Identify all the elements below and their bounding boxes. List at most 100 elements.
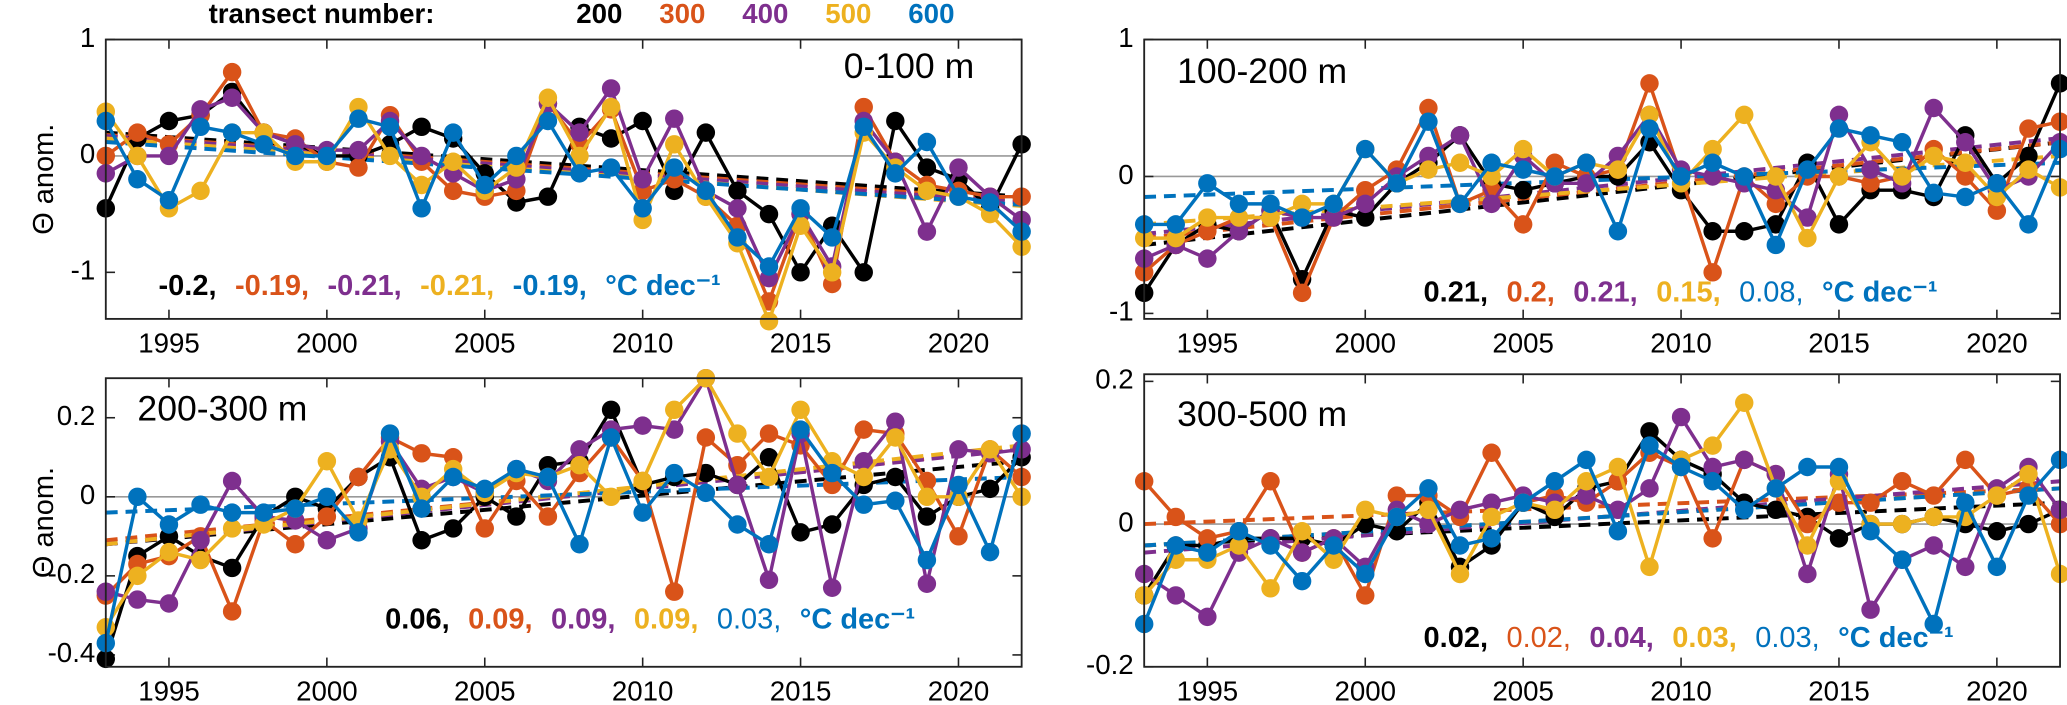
- data-point: [917, 222, 937, 241]
- data-point: [791, 199, 810, 218]
- data-point: [1482, 194, 1501, 214]
- data-point: [412, 199, 431, 218]
- data-point: [443, 123, 463, 142]
- data-point: [759, 257, 779, 276]
- data-point: [1735, 105, 1754, 125]
- data-point: [412, 117, 431, 137]
- data-point: [1356, 180, 1375, 200]
- data-point: [1419, 98, 1438, 118]
- data-point: [1798, 228, 1817, 248]
- data-point: [949, 440, 968, 459]
- data-point: [822, 463, 842, 483]
- data-point: [791, 263, 810, 282]
- data-point: [570, 123, 589, 142]
- data-point: [1640, 557, 1659, 577]
- legend-entry: 400: [742, 0, 788, 29]
- data-point: [1419, 112, 1438, 131]
- data-point: [1735, 500, 1754, 520]
- data-point: [222, 519, 242, 538]
- data-point: [412, 444, 431, 463]
- data-point: [349, 523, 368, 542]
- y-tick-label: 0: [1118, 506, 1133, 537]
- data-point: [349, 109, 368, 128]
- trend-label: -0.19,: [235, 270, 309, 302]
- y-axis-label: Θ anom.: [28, 124, 60, 235]
- data-point: [2019, 486, 2038, 505]
- data-point: [1356, 139, 1375, 159]
- data-point: [1261, 579, 1280, 598]
- data-point: [1640, 479, 1659, 498]
- data-point: [1356, 564, 1375, 584]
- x-tick-label: 2020: [928, 328, 990, 359]
- data-point: [980, 479, 1000, 499]
- data-point: [1229, 521, 1249, 541]
- data-point: [1640, 422, 1659, 441]
- legend-title: transect number:: [209, 0, 435, 29]
- data-point: [254, 503, 273, 522]
- y-tick-label: 0: [80, 138, 95, 169]
- data-point: [601, 400, 621, 420]
- data-point: [1987, 174, 2007, 193]
- data-point: [538, 187, 558, 206]
- y-tick-label: 0: [80, 479, 95, 510]
- trend-label: -0.2,: [159, 270, 217, 302]
- x-tick-label: 1995: [1177, 328, 1239, 359]
- data-point: [1513, 160, 1533, 179]
- y-tick-label: 0.2: [1095, 364, 1133, 395]
- data-point: [317, 487, 337, 507]
- data-point: [317, 451, 337, 471]
- data-point: [1892, 550, 1912, 569]
- data-point: [1798, 160, 1817, 179]
- data-point: [2019, 160, 2038, 179]
- data-point: [1766, 479, 1786, 498]
- data-point: [128, 146, 147, 166]
- data-point: [917, 158, 937, 177]
- data-point: [1261, 194, 1280, 214]
- data-point: [349, 467, 368, 487]
- data-point: [1671, 407, 1691, 427]
- data-point: [412, 146, 431, 166]
- data-point: [1387, 507, 1407, 527]
- x-tick-label: 2000: [1334, 328, 1396, 359]
- data-point: [665, 582, 684, 601]
- data-point: [1198, 208, 1217, 227]
- trend-label: 0.21,: [1424, 277, 1488, 309]
- x-tick-label: 1995: [138, 328, 200, 359]
- data-point: [128, 566, 147, 586]
- data-point: [1198, 607, 1217, 627]
- data-point: [286, 535, 305, 554]
- data-point: [1829, 119, 1849, 138]
- data-point: [759, 424, 779, 443]
- data-point: [1482, 493, 1501, 512]
- data-point: [1577, 450, 1596, 470]
- data-point: [601, 97, 621, 117]
- data-point: [1419, 500, 1438, 520]
- data-point: [1924, 536, 1943, 555]
- x-tick-label: 2010: [1650, 675, 1712, 705]
- x-tick-label: 2010: [612, 675, 674, 705]
- data-point: [1261, 536, 1280, 555]
- trend-label: 0.04,: [1589, 622, 1653, 654]
- data-point: [601, 487, 621, 507]
- data-point: [1324, 208, 1343, 227]
- data-point: [1640, 119, 1659, 138]
- trend-label: -0.19,: [513, 270, 587, 302]
- data-point: [570, 146, 589, 166]
- data-point: [1324, 194, 1343, 214]
- y-tick-label: -0.2: [1086, 649, 1134, 680]
- data-point: [822, 515, 842, 534]
- data-point: [1513, 215, 1533, 234]
- data-point: [570, 455, 589, 475]
- data-point: [665, 109, 684, 128]
- data-point: [601, 428, 621, 447]
- data-point: [1419, 160, 1438, 179]
- data-point: [128, 590, 147, 609]
- data-point: [791, 400, 810, 420]
- data-point: [633, 503, 652, 522]
- data-point: [317, 531, 337, 550]
- data-point: [317, 146, 337, 166]
- panel-title: 100-200 m: [1177, 51, 1347, 91]
- trend-line: [1144, 486, 2061, 548]
- data-point: [1861, 126, 1880, 145]
- data-point: [443, 519, 463, 538]
